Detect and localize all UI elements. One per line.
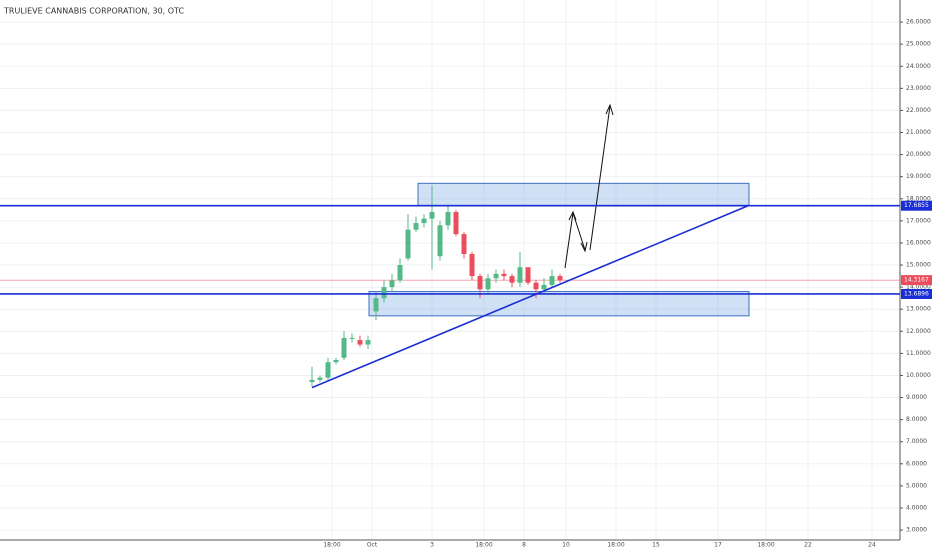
candle-body: [405, 229, 411, 259]
candle-body: [309, 379, 315, 383]
y-tick-label: 23.0000: [906, 85, 931, 92]
price-label-bg: [901, 200, 932, 211]
candle-body: [453, 212, 459, 235]
x-tick-label: 18:00: [475, 542, 492, 549]
x-tick-label: Oct: [367, 542, 378, 549]
candle-body: [445, 212, 451, 226]
y-tick-label: 3.0000: [906, 527, 927, 534]
trendline: [311, 204, 750, 389]
candle-body: [389, 280, 395, 288]
x-tick-label: 3: [430, 542, 434, 549]
y-tick-label: 16.0000: [906, 239, 931, 246]
candle-body: [341, 337, 347, 358]
candle-body: [477, 276, 483, 290]
candle-body: [325, 362, 331, 378]
candle-body: [493, 273, 499, 279]
x-tick-label: 17: [714, 542, 722, 549]
arrow-path: [589, 105, 611, 251]
arrow-head: [568, 210, 577, 221]
zone: [368, 291, 750, 317]
y-tick-label: 15.0000: [906, 262, 931, 269]
x-tick-label: 15: [652, 542, 660, 549]
candle-body: [365, 340, 371, 345]
candle-body: [533, 282, 539, 290]
candle-body: [429, 212, 435, 219]
candle-body: [437, 225, 443, 257]
candle-body: [381, 287, 387, 299]
candle-body: [373, 298, 379, 312]
candle-body: [525, 267, 531, 283]
price-label: 17.6855: [904, 202, 929, 209]
candle-body: [541, 284, 547, 290]
y-tick-label: 22.0000: [906, 107, 931, 114]
candle-body: [357, 340, 363, 345]
y-tick-label: 19.0000: [906, 173, 931, 180]
x-tick-label: 18:00: [757, 542, 774, 549]
y-tick-label: 10.0000: [906, 372, 931, 379]
chart-title: TRULIEVE CANNABIS CORPORATION, 30, OTC: [3, 7, 184, 16]
y-tick-label: 25.0000: [906, 41, 931, 48]
arrow-head: [580, 241, 588, 253]
y-tick-label: 8.0000: [906, 416, 927, 423]
candle-body: [469, 253, 475, 277]
price-label: 13.6896: [904, 290, 929, 297]
x-tick-label: 18:00: [323, 542, 340, 549]
drawn-arrows: [564, 103, 614, 269]
arrow-head: [605, 103, 614, 116]
candle-body: [517, 267, 523, 283]
x-tick-label: 10: [562, 542, 570, 549]
candle-body: [397, 265, 403, 281]
y-tick-label: 9.0000: [906, 394, 927, 401]
y-tick-label: 4.0000: [906, 504, 927, 511]
y-tick-label: 24.0000: [906, 63, 931, 70]
candle-body: [557, 276, 563, 281]
x-tick-label: 8: [522, 542, 526, 549]
candle-body: [509, 276, 515, 283]
y-tick-label: 13.0000: [906, 306, 931, 313]
y-tick-label: 6.0000: [906, 460, 927, 467]
x-tick-label: 22: [804, 542, 812, 549]
price-label: 14.3167: [904, 277, 929, 284]
y-tick-label: 12.0000: [906, 328, 931, 335]
candle-body: [501, 273, 507, 277]
zone: [417, 182, 750, 206]
y-tick-label: 21.0000: [906, 129, 931, 136]
y-tick-label: 18.0000: [906, 195, 931, 202]
y-tick-label: 7.0000: [906, 438, 927, 445]
candle-body: [485, 278, 491, 290]
candle-body: [333, 360, 339, 363]
y-tick-label: 17.0000: [906, 217, 931, 224]
x-tick-label: 24: [868, 542, 876, 549]
candle-body: [317, 377, 323, 380]
candle-body: [421, 218, 427, 224]
y-tick-label: 26.0000: [906, 19, 931, 26]
price-label-bg: [901, 288, 932, 299]
y-tick-label: 14.0000: [906, 284, 931, 291]
candle-body: [413, 223, 419, 230]
candle-body: [349, 337, 355, 339]
candle-body: [549, 276, 555, 285]
price-label-bg: [901, 275, 932, 286]
y-tick-label: 5.0000: [906, 482, 927, 489]
x-tick-label: 18:00: [607, 542, 624, 549]
candle-body: [461, 234, 467, 254]
y-tick-label: 11.0000: [906, 350, 931, 357]
y-tick-label: 20.0000: [906, 151, 931, 158]
